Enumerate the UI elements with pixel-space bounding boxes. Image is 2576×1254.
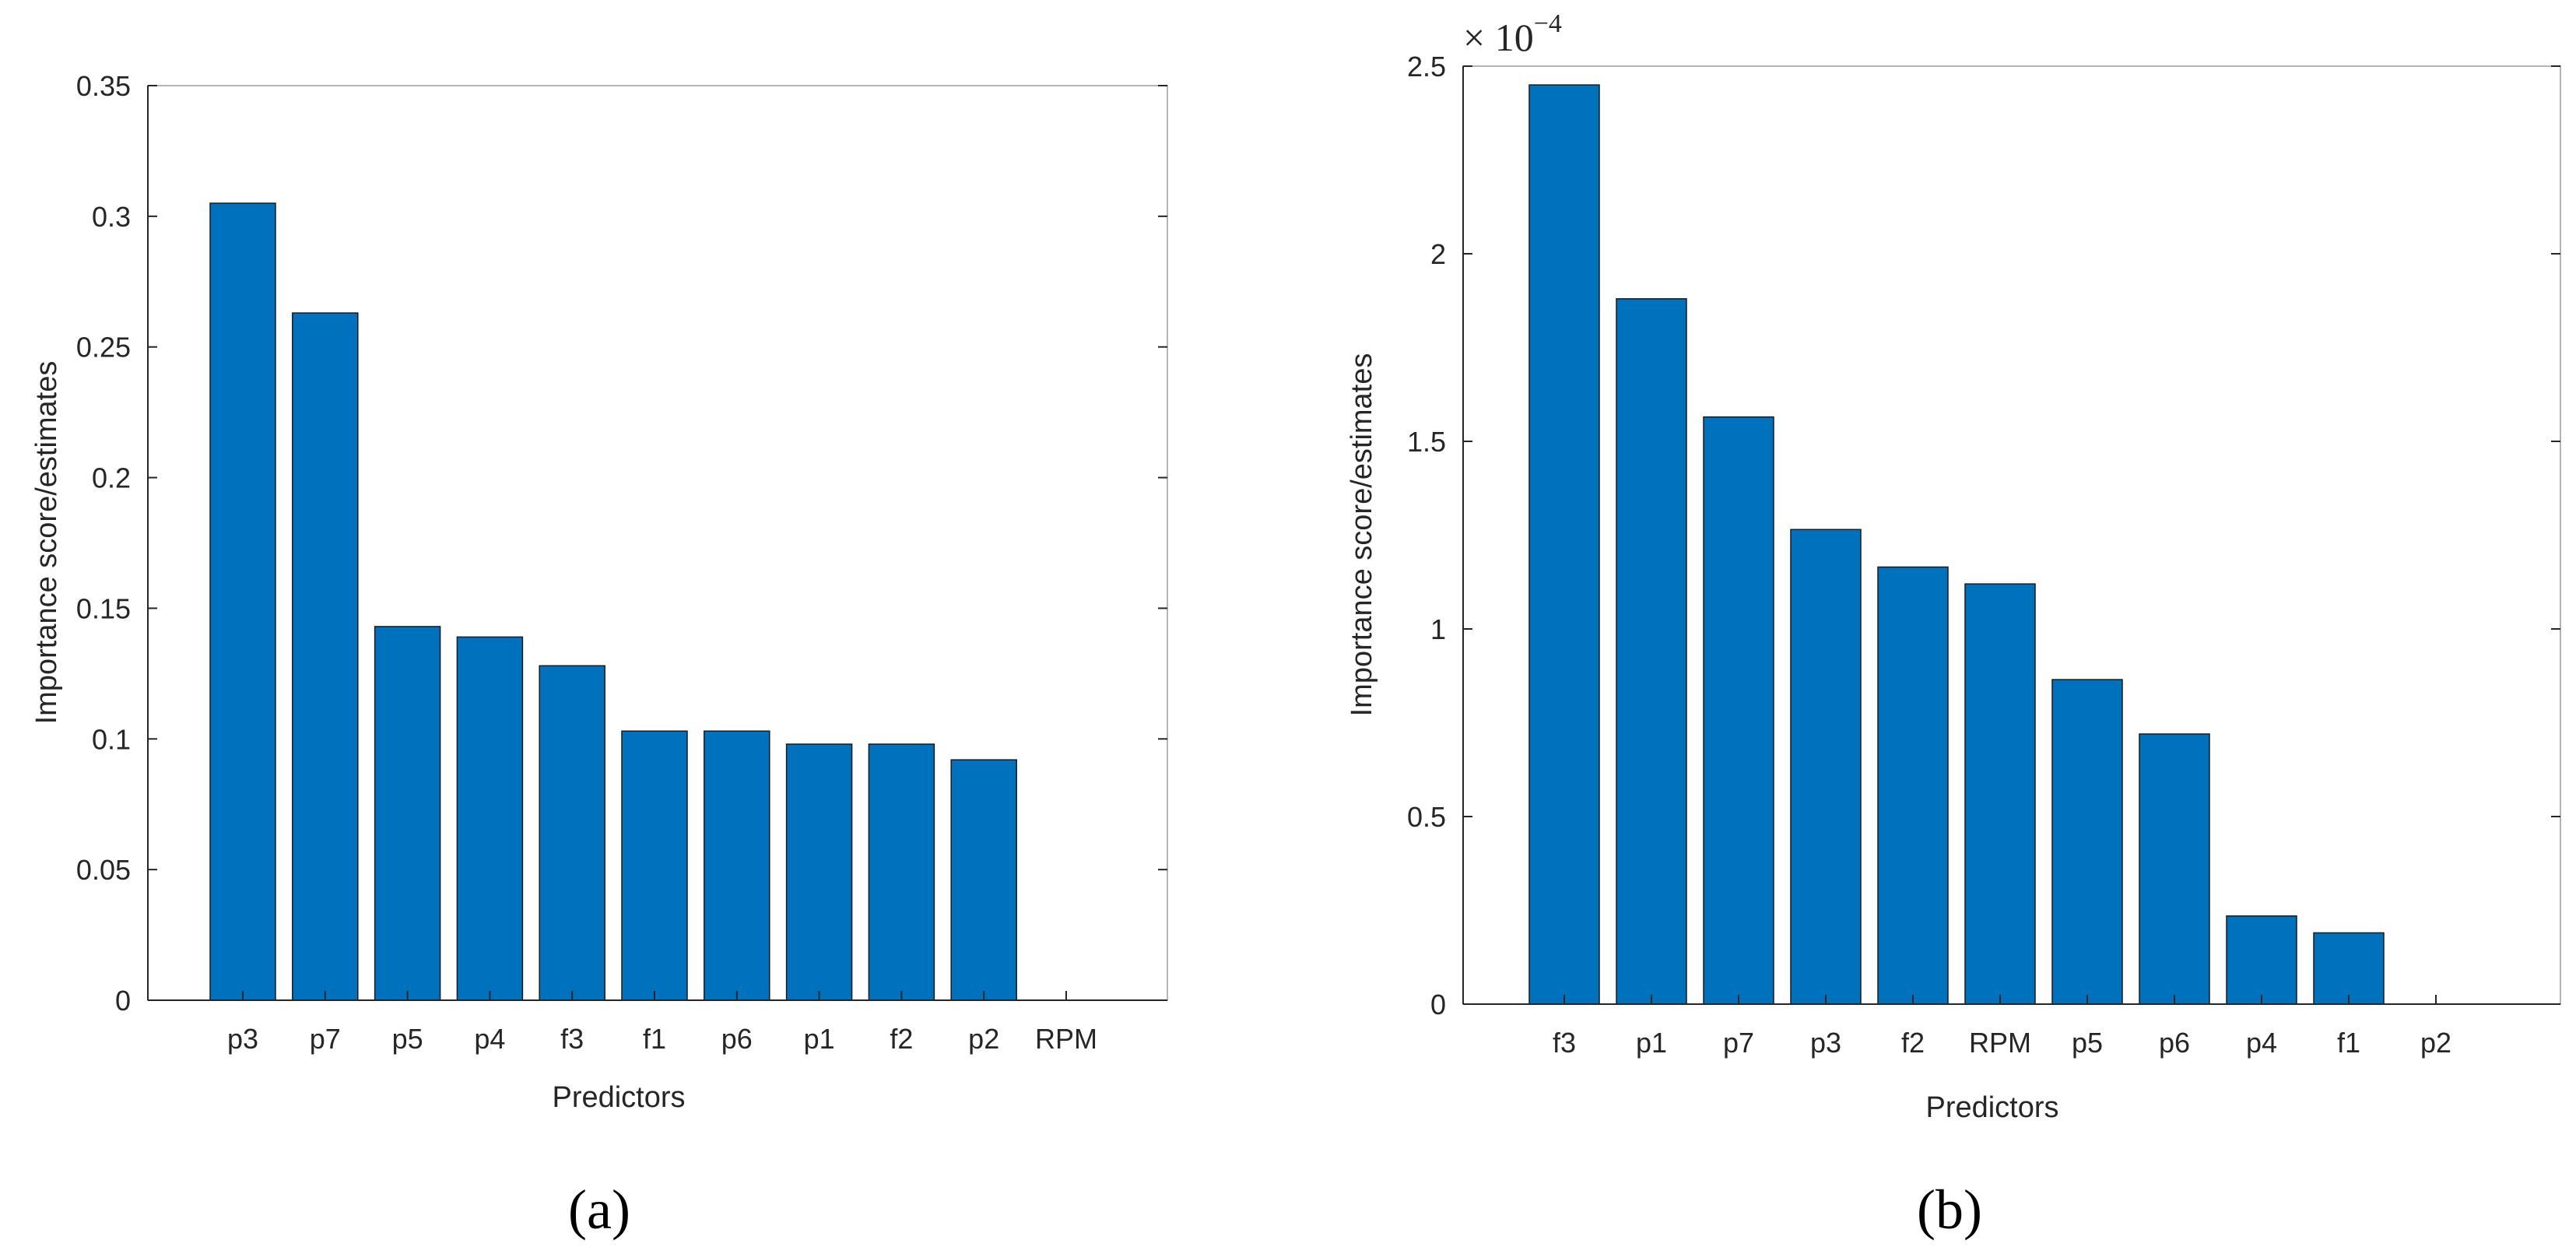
chart-b-bars: [1528, 84, 2385, 1005]
chart-b-bar-rpm: [1964, 583, 2036, 1005]
chart-a-x-tick-label-f3: f3: [560, 1023, 584, 1055]
chart-b-bar-f3: [1528, 84, 1600, 1005]
chart-a-bar-p4: [456, 636, 524, 1001]
chart-b-x-tick-label-p4: p4: [2246, 1027, 2277, 1059]
chart-a-x-tick-label-f1: f1: [643, 1023, 666, 1055]
chart-a-x-ticks: p3 p7 p5 p4 f3 f1 p6 p1 f2 p2 RPM: [227, 991, 1097, 1055]
chart-a-bar-p6: [704, 730, 770, 1001]
chart-b-bar-p6: [2139, 733, 2210, 1005]
chart-b-x-tick-label-p7: p7: [1723, 1027, 1754, 1059]
chart-b: 0 0.5 1 1.5 2 2.5 f3 p1 p7 p3 f2 RPM p5 p6 p4 f1 p2 × 1…: [1346, 9, 2561, 1241]
chart-b-x-tick-label-f2: f2: [1901, 1027, 1925, 1059]
chart-b-bar-p1: [1616, 298, 1687, 1005]
chart-a-bar-p5: [374, 626, 441, 1001]
chart-b-y-axis-label: Importance score/estimates: [1346, 353, 1378, 717]
chart-a: 00.050.10.150.20.250.30.35 p3 p7 p5 p4 f3 f1 p…: [30, 70, 1168, 1241]
chart-b-bar-f2: [1877, 566, 1949, 1005]
chart-b-bar-p3: [1790, 529, 1862, 1005]
chart-a-y-tick-label: 0.15: [76, 592, 131, 624]
chart-a-panel-label: (a): [568, 1178, 630, 1241]
chart-a-y-tick-label: 0.35: [76, 70, 131, 102]
chart-a-y-ticks: 0 0.05 0.1 0.15 0.2 0.25 0.3 0.35: [76, 70, 1167, 1017]
chart-b-y-tick-label: 2.5: [1407, 51, 1446, 83]
chart-b-y-tick-label: 0: [1430, 989, 1446, 1020]
chart-b-bar-p7: [1703, 416, 1774, 1005]
chart-a-x-tick-label-p6: p6: [721, 1023, 753, 1055]
chart-b-bar-p5: [2051, 679, 2123, 1005]
chart-a-bar-p3: [209, 202, 276, 1001]
chart-b-y-tick-label: 0.5: [1407, 801, 1446, 833]
chart-b-y-tick-label: 1.5: [1407, 426, 1446, 458]
chart-a-y-tick-label: 0.2: [92, 462, 131, 494]
chart-a-x-axis-label: Predictors: [552, 1081, 685, 1114]
chart-a-x-tick-label-p5: p5: [392, 1023, 423, 1055]
chart-b-x-tick-label-p1: p1: [1636, 1027, 1667, 1059]
chart-a-x-tick-label-f2: f2: [890, 1023, 913, 1055]
chart-a-bar-f1: [621, 730, 688, 1001]
chart-b-x-tick-label-rpm: RPM: [1969, 1027, 2031, 1059]
chart-b-panel-label: (b): [1917, 1178, 1982, 1241]
chart-b-scale-base: × 10: [1463, 16, 1534, 59]
chart-a-y-tick-label: 0.05: [76, 854, 131, 886]
chart-b-y-tick-label: 1: [1430, 613, 1446, 645]
chart-a-y-tick-label: 0.25: [76, 332, 131, 364]
chart-a-bar-p1: [785, 743, 853, 1001]
chart-a-x-tick-label-rpm: RPM: [1035, 1023, 1097, 1055]
chart-b-x-ticks: f3 p1 p7 p3 f2 RPM p5 p6 p4 f1 p2: [1553, 995, 2451, 1059]
chart-b-bar-p4: [2226, 915, 2297, 1005]
chart-b-y-ticks: 0 0.5 1 1.5 2 2.5: [1407, 51, 2560, 1020]
chart-a-bar-f3: [539, 665, 605, 1001]
chart-b-x-tick-label-f3: f3: [1553, 1027, 1576, 1059]
chart-b-x-tick-label-p6: p6: [2159, 1027, 2190, 1059]
chart-a-y-tick-label: 0: [115, 985, 131, 1017]
chart-a-x-tick-label-p3: p3: [227, 1023, 258, 1055]
chart-a-y-tick-label: 0.3: [92, 201, 131, 233]
chart-a-bars: [209, 202, 1017, 1001]
chart-a-y-tick-label: 0.1: [92, 723, 131, 755]
chart-b-x-axis-label: Predictors: [1925, 1091, 2058, 1124]
chart-a-x-tick-label-p2: p2: [968, 1023, 999, 1055]
chart-a-x-tick-label-p7: p7: [310, 1023, 341, 1055]
chart-b-x-tick-label-p2: p2: [2420, 1027, 2451, 1059]
chart-a-bar-p2: [950, 759, 1017, 1001]
chart-b-x-tick-label-f1: f1: [2337, 1027, 2360, 1059]
chart-a-y-axis-label: Importance score/estimates: [30, 361, 63, 725]
chart-b-x-tick-label-p3: p3: [1810, 1027, 1841, 1059]
chart-a-bar-p7: [292, 312, 359, 1001]
chart-b-scale-exponent: −4: [1534, 9, 1562, 38]
chart-a-x-tick-label-p1: p1: [804, 1023, 835, 1055]
chart-b-y-tick-label: 2: [1430, 238, 1446, 270]
chart-b-x-tick-label-p5: p5: [2072, 1027, 2103, 1059]
chart-a-bar-f2: [868, 743, 935, 1001]
chart-b-scale-factor: × 10−4: [1463, 9, 1562, 59]
chart-b-bar-f1: [2313, 932, 2385, 1005]
chart-a-x-tick-label-p4: p4: [474, 1023, 505, 1055]
